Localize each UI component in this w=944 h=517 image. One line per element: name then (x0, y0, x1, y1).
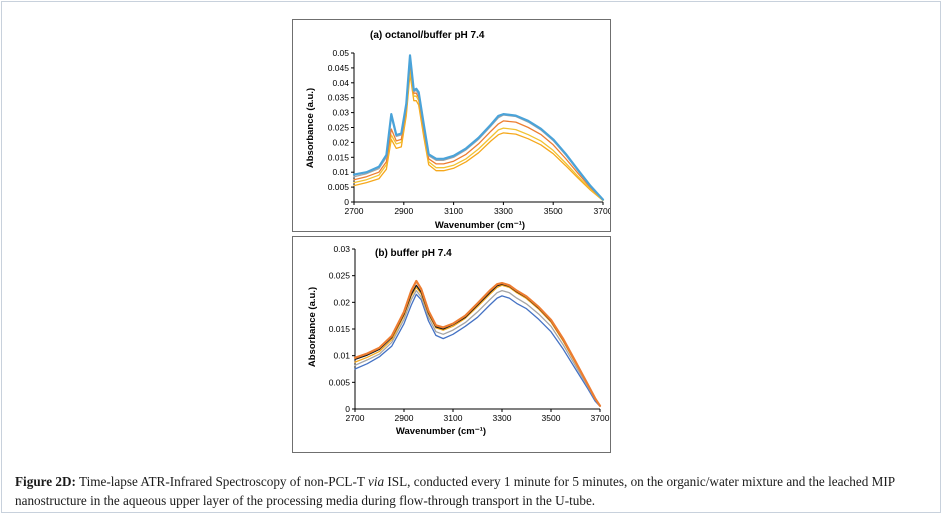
chart-b-y-tick-label: 0 (345, 404, 350, 414)
chart-panel-b: (b) buffer pH 7.4 Wavenumber (cm⁻¹) Abso… (292, 236, 611, 453)
chart-a-y-tick-label: 0.035 (328, 93, 350, 103)
chart-b-ylabel: Absorbance (a.u.) (307, 287, 318, 367)
chart-a-y-tick-label: 0 (344, 197, 349, 207)
caption-italic: via (367, 474, 385, 489)
chart-a-series-line-5 (352, 54, 605, 201)
chart-b-x-tick-label: 2700 (346, 413, 365, 423)
chart-a-y-tick-label: 0.02 (332, 137, 349, 147)
chart-a-ylabel: Absorbance (a.u.) (305, 88, 316, 168)
chart-a-series-line-2 (353, 68, 604, 201)
caption-text-2: ISL, conducted every 1 minute for 5 minu… (15, 474, 895, 508)
chart-a-y-tick-label: 0.005 (328, 182, 350, 192)
chart-a-y-tick-label: 0.01 (332, 167, 349, 177)
chart-b-series-line-2 (354, 289, 601, 407)
chart-a-x-tick-label: 3300 (494, 206, 513, 216)
chart-b-y-tick-label: 0.01 (333, 351, 350, 361)
chart-a-y-tick-label: 0.025 (328, 123, 350, 133)
chart-b-y-tick-label: 0.025 (329, 271, 351, 281)
chart-a-x-tick-label: 3500 (544, 206, 563, 216)
chart-a-title: (a) octanol/buffer pH 7.4 (370, 30, 485, 41)
chart-b-svg: (b) buffer pH 7.4 Wavenumber (cm⁻¹) Abso… (307, 244, 610, 437)
chart-a-y-tick-label: 0.04 (332, 78, 349, 88)
chart-b-title: (b) buffer pH 7.4 (375, 248, 452, 259)
caption-lead: Figure 2D: (15, 474, 76, 489)
figure-caption: Figure 2D: Time-lapse ATR-Infrared Spect… (15, 472, 933, 510)
chart-panel-a: (a) octanol/buffer pH 7.4 Wavenumber (cm… (292, 19, 613, 232)
chart-b-x-tick-label: 2900 (395, 413, 414, 423)
chart-b-x-tick-label: 3500 (542, 413, 561, 423)
chart-a-y-tick-label: 0.03 (332, 108, 349, 118)
chart-a-x-tick-label: 2900 (394, 206, 413, 216)
chart-b-y-tick-label: 0.005 (329, 377, 351, 387)
chart-b-x-tick-label: 3100 (444, 413, 463, 423)
chart-b-y-tick-label: 0.015 (329, 324, 351, 334)
chart-b-y-tick-label: 0.03 (333, 244, 350, 254)
chart-b-xlabel: Wavenumber (cm⁻¹) (396, 426, 486, 437)
chart-a-svg: (a) octanol/buffer pH 7.4 Wavenumber (cm… (305, 30, 613, 231)
chart-b-x-tick-label: 3700 (591, 413, 610, 423)
chart-a-y-tick-label: 0.015 (328, 152, 350, 162)
chart-b-y-tick-label: 0.02 (333, 297, 350, 307)
chart-b-series-line-5 (353, 279, 602, 407)
chart-b-x-tick-label: 3300 (493, 413, 512, 423)
chart-a-y-tick-label: 0.045 (328, 63, 350, 73)
chart-a-x-tick-label: 3100 (444, 206, 463, 216)
caption-text-1: Time-lapse ATR-Infrared Spectroscopy of … (75, 474, 368, 489)
chart-a-x-tick-label: 2700 (345, 206, 364, 216)
chart-a-x-tick-label: 3700 (594, 206, 610, 216)
chart-a-y-tick-label: 0.05 (332, 48, 349, 58)
chart-b-series-line-1 (354, 293, 601, 407)
chart-a-series-line-1 (353, 73, 604, 202)
chart-a-series-line-3 (353, 62, 604, 201)
chart-a-xlabel: Wavenumber (cm⁻¹) (435, 220, 525, 231)
